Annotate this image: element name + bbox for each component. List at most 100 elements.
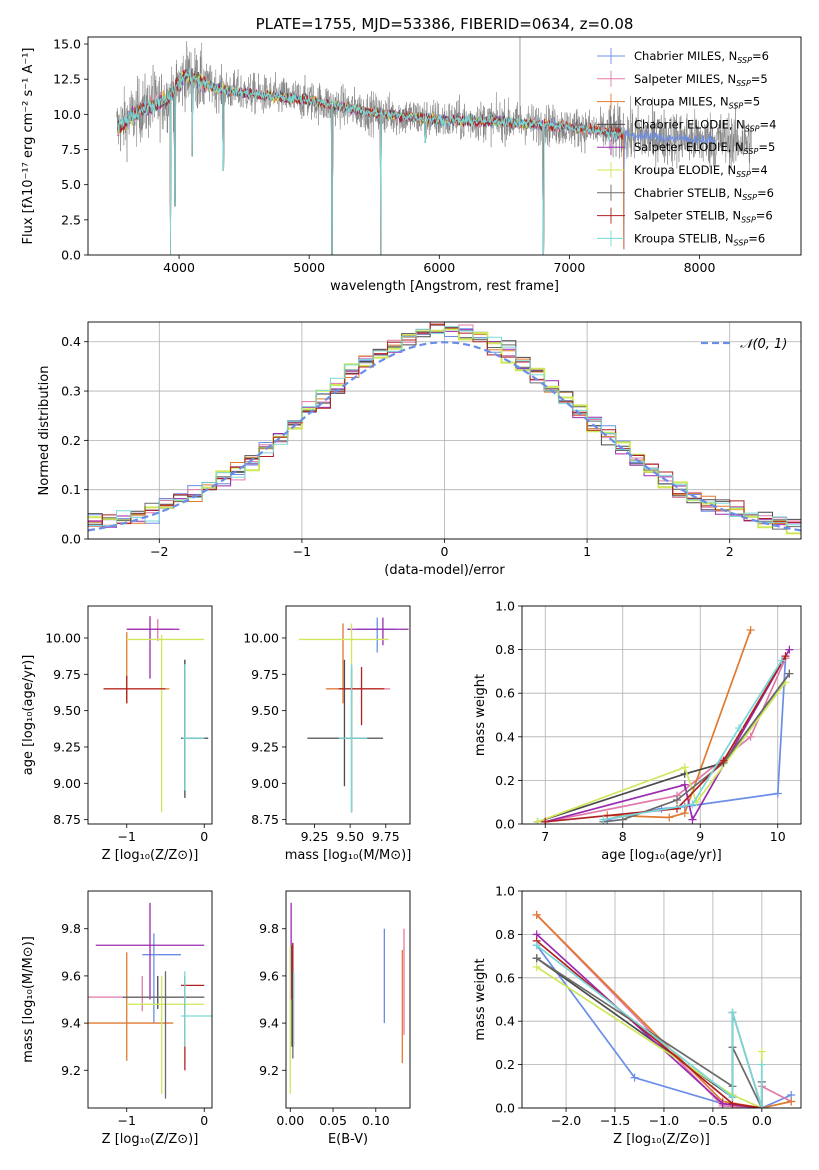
x-tick-label: −1.5 xyxy=(600,1113,630,1128)
series-marker-krou_stelib xyxy=(728,1093,737,1102)
series-marker-salp_stelib xyxy=(541,817,550,824)
y-tick-label: 9.6 xyxy=(61,968,81,983)
y-tick-label: 10.00 xyxy=(243,630,279,645)
y-tick-label: 9.6 xyxy=(259,968,279,983)
series-marker-salp_miles xyxy=(746,732,755,741)
x-tick-label: 8 xyxy=(619,829,627,844)
spectrum-panel: PLATE=1755, MJD=53386, FIBERID=0634, z=0… xyxy=(21,15,802,294)
y-tick-label: 2.5 xyxy=(61,212,81,227)
legend: Chabrier MILES, NSSP=6 Salpeter MILES, NS… xyxy=(597,48,776,247)
histograms xyxy=(88,322,801,535)
x-tick-label: −1.0 xyxy=(649,1113,679,1128)
model-chab_miles xyxy=(117,68,625,255)
series-marker-krou_stelib xyxy=(599,815,608,824)
x-tick-label: −1 xyxy=(118,829,136,844)
y-axis-label: mass weight xyxy=(473,674,488,756)
y-tick-label: 0.6 xyxy=(495,686,515,701)
y-axis-label: Normed distribution xyxy=(37,366,52,496)
x-tick-label: −2 xyxy=(150,544,168,559)
model-krou_miles xyxy=(117,69,625,255)
y-tick-label: 9.8 xyxy=(259,921,279,936)
y-tick-label: 7.5 xyxy=(61,142,81,157)
y-axis-label: Flux [fλ10⁻¹⁷ erg cm⁻² s⁻¹ A⁻¹] xyxy=(21,48,36,245)
age_vs_Z-panel: −1 0 8.75 9.00 9.25 9.50 9.75 10.00 Z [log₁₀(Z/Z… xyxy=(21,605,213,863)
series-line-salp_stelib xyxy=(545,655,787,823)
y-tick-label: 0.2 xyxy=(61,433,81,448)
crosses xyxy=(88,902,212,1099)
y-axis-label: mass weight xyxy=(473,958,488,1040)
x-tick-label: −2.0 xyxy=(551,1113,581,1128)
x-axis-label: wavelength [Angstrom, rest frame] xyxy=(330,279,559,294)
series-marker-krou_stelib xyxy=(757,1060,766,1069)
y-tick-label: 9.2 xyxy=(259,1063,279,1078)
series-marker-krou_miles xyxy=(746,625,755,634)
x-tick-label: −1 xyxy=(293,544,311,559)
x-axis-label: (data-model)/error xyxy=(384,563,505,578)
gaussian-curve xyxy=(88,341,801,532)
series-marker-krou_miles xyxy=(665,813,674,822)
series-marker-krou_elodie xyxy=(680,763,689,772)
y-tick-label: 0.8 xyxy=(495,927,515,942)
legend-label: 𝒩(0, 1) xyxy=(740,337,787,352)
legend-label: Salpeter STELIB, NSSP=6 xyxy=(634,209,773,225)
y-tick-label: 8.75 xyxy=(251,812,279,827)
series-marker-chab_stelib xyxy=(532,954,541,963)
series-marker-chab_miles xyxy=(773,789,782,798)
x-tick-label: 0.00 xyxy=(276,1113,304,1128)
axes-frame xyxy=(87,36,802,256)
y-tick-label: 0.4 xyxy=(61,334,81,349)
model-salp_miles xyxy=(117,70,625,255)
y-tick-label: 10.0 xyxy=(53,107,81,122)
series-marker-salp_stelib xyxy=(719,756,728,765)
series-line-krou_stelib xyxy=(603,660,783,821)
series-line-salp_elodie xyxy=(545,649,791,823)
x-axis-label: E(B-V) xyxy=(328,1132,368,1147)
axes-frame xyxy=(87,605,213,825)
y-tick-label: 15.0 xyxy=(53,37,81,52)
x-tick-label: 0.05 xyxy=(319,1113,347,1128)
series-marker-krou_stelib xyxy=(532,941,541,950)
axes-frame xyxy=(87,321,802,540)
x-tick-label: 7000 xyxy=(553,260,585,275)
y-tick-label: 9.75 xyxy=(53,667,81,682)
y-tick-label: 9.25 xyxy=(53,739,81,754)
x-tick-label: −0.5 xyxy=(698,1113,728,1128)
axes-frame xyxy=(521,605,802,825)
series-marker-krou_stelib xyxy=(728,1008,737,1017)
y-tick-label: 9.4 xyxy=(61,1016,81,1031)
crosses xyxy=(289,902,405,1094)
series-line-krou_elodie xyxy=(537,681,787,823)
y-tick-label: 9.25 xyxy=(251,739,279,754)
y-tick-label: 0.3 xyxy=(61,384,81,399)
crosses xyxy=(298,617,409,813)
series-marker-chab_stelib xyxy=(673,796,681,805)
series-line-krou_miles xyxy=(607,629,752,819)
y-tick-label: 5.0 xyxy=(61,177,81,192)
x-tick-label: 9.25 xyxy=(301,829,329,844)
series-marker-salp_elodie xyxy=(718,1099,727,1108)
y-tick-label: 9.8 xyxy=(61,921,81,936)
series-marker-salp_stelib xyxy=(673,804,681,813)
y-tick-label: 9.00 xyxy=(251,776,279,791)
y-tick-label: 9.00 xyxy=(53,776,81,791)
weight_vs_age-panel: 7 8 9 10 0.0 0.2 0.4 0.6 0.8 1.0 age [log₁₀(age/yr… xyxy=(473,599,802,863)
series xyxy=(533,625,794,824)
series-marker-salp_stelib xyxy=(781,652,790,661)
x-tick-label: 5000 xyxy=(293,260,325,275)
y-tick-label: 0.2 xyxy=(495,1057,515,1072)
legend-label: Kroupa ELODIE, NSSP=4 xyxy=(634,163,768,179)
series-line-chab_miles xyxy=(607,658,787,821)
x-tick-label: 4000 xyxy=(163,260,195,275)
model-krou_stelib xyxy=(117,68,624,255)
y-tick-label: 0.1 xyxy=(61,482,81,497)
crosses xyxy=(103,616,209,813)
axes-frame xyxy=(285,605,411,825)
series-marker-krou_stelib xyxy=(688,800,697,809)
y-tick-label: 9.75 xyxy=(251,667,279,682)
series-marker-krou_miles xyxy=(680,809,689,818)
x-tick-label: 0.10 xyxy=(362,1113,390,1128)
x-tick-label: 0 xyxy=(200,829,208,844)
series-marker-krou_stelib xyxy=(735,724,743,733)
y-tick-label: 9.4 xyxy=(259,1016,279,1031)
